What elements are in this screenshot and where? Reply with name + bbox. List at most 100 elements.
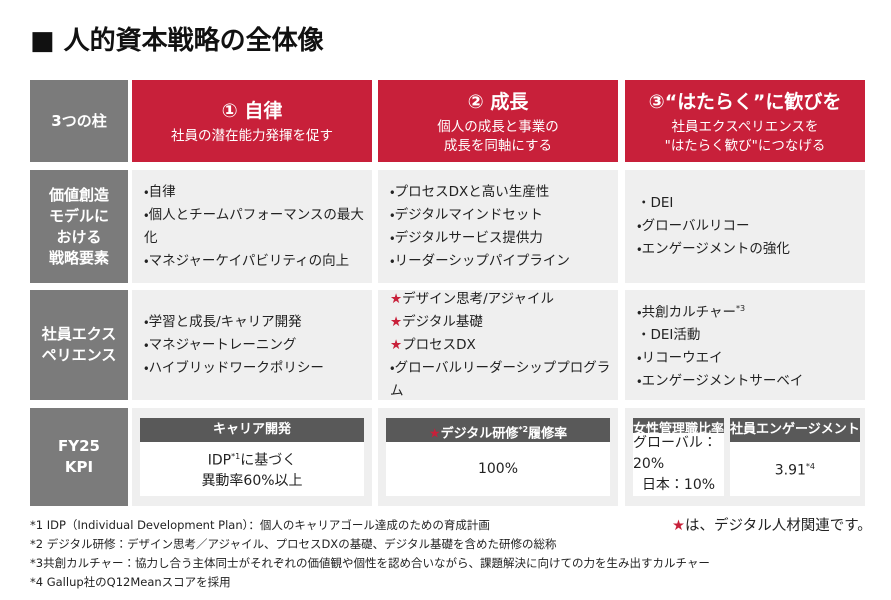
kpi-box: ★デジタル研修*2履修率 100% [386, 418, 610, 496]
text-text: は、デジタル人材関連です。 [685, 518, 872, 534]
text-mark: ・ [390, 206, 395, 223]
text-mark: ・ [390, 229, 395, 246]
text-text: デジタルサービス提供力 [394, 229, 543, 246]
text-sup: *2 [518, 425, 529, 434]
text-text: グローバルリーダーシッププログラム [390, 359, 611, 399]
row-label: 3つの柱 [30, 80, 128, 162]
kpi-box: キャリア開発 IDP*1に基づく 異動率60%以上 [140, 418, 364, 496]
label-line: おける [56, 227, 102, 246]
kpi-line: 100% [478, 459, 518, 480]
list-item: ・グローバルリーダーシッププログラム [390, 357, 618, 403]
text-sup: *1 [231, 451, 241, 461]
pillar-title: ① 自律 [221, 100, 283, 122]
kpi-line: IDP*1に基づく [208, 446, 296, 472]
pillar-title: ③“はたらく”に歓びを [648, 90, 842, 113]
list-item: ・自律 [144, 181, 372, 204]
text-text: プロセスDXと高い生産性 [394, 183, 550, 200]
list-item: ・エンゲージメントサーベイ [637, 370, 865, 393]
list-item: ★プロセスDX [390, 334, 618, 357]
row-label: FY25 KPI [30, 408, 128, 506]
kpi-body: 100% [386, 442, 610, 496]
desc-line: "はたらく歓び"につなげる [664, 137, 826, 154]
text-mark: ・ [637, 241, 642, 257]
text-mark: ・ [637, 195, 651, 211]
list-item: ・個人とチームパフォーマンスの最大化 [144, 204, 372, 250]
pillar-title: ② 成長 [467, 90, 529, 113]
text-text: デジタル基礎 [402, 313, 483, 330]
text-text: 日本：10% [641, 477, 716, 493]
text-text: ハイブリッドワークポリシー [148, 359, 324, 376]
kpi-header: 女性管理職比率 [633, 418, 725, 433]
experience-cell: ★デザイン思考/アジャイル ★デジタル基礎 ★プロセスDX ・グローバルリーダーシップ… [378, 290, 618, 400]
pillar-desc: 個人の成長と事業の 成長を同軸にする [437, 118, 559, 156]
label-line: KPI [64, 458, 94, 476]
legend: ★は、デジタル人材関連です。 [672, 514, 872, 535]
text-text: デジタルマインドセット [394, 206, 543, 223]
kpi-line: グローバル：20% [633, 433, 724, 475]
text-text: 学習と成長/キャリア開発 [148, 313, 302, 330]
text-mark: ・ [144, 183, 149, 200]
text-mark: ・ [144, 336, 149, 353]
kpi-header: ★デジタル研修*2履修率 [386, 418, 610, 442]
pillar-desc: 社員エクスペリエンスを "はたらく歓び"につなげる [665, 118, 826, 156]
list-item: ・リコーウエイ [637, 347, 865, 370]
experience-cell: ・学習と成長/キャリア開発 ・マネジャートレーニング ・ハイブリッドワークポリシー [132, 290, 372, 400]
text-text: 100% [477, 460, 519, 477]
text-text: 自律 [148, 183, 176, 200]
text-mark: ・ [144, 252, 149, 269]
kpi-line: 異動率60%以上 [201, 471, 302, 492]
text-sup: *3 [735, 303, 746, 313]
label-line: 戦略要素 [48, 248, 109, 267]
kpi-body: IDP*1に基づく 異動率60%以上 [140, 442, 364, 496]
text-mark: ・ [390, 359, 395, 376]
text-mark: ・ [637, 373, 642, 390]
list-item: ・ハイブリッドワークポリシー [144, 357, 372, 380]
label-line: モデルに [48, 206, 109, 225]
text-star: ★ [672, 518, 685, 534]
kpi-box: 女性管理職比率グローバル：20% 日本：10% [633, 418, 725, 496]
desc-line: 成長を同軸にする [443, 137, 553, 154]
list-item: ・DEI活動 [637, 324, 865, 347]
text-text: 社員エンゲージメント [730, 422, 860, 437]
list-item: ・グローバルリコー [637, 215, 865, 238]
kpi-line: 3.91*4 [775, 456, 815, 482]
label-line: ペリエンス [41, 346, 117, 364]
list-item: ・共創カルチャー*3 [637, 297, 865, 325]
text-text: プロセスDX [402, 336, 476, 353]
text-text: 個人とチームパフォーマンスの最大化 [144, 206, 364, 246]
text-star: ★ [390, 290, 403, 307]
pillar-header: ① 自律社員の潜在能力発揮を促す [132, 80, 372, 162]
desc-line: 個人の成長と事業の [437, 118, 559, 135]
text-mark: ・ [390, 183, 395, 200]
row-label: 価値創造 モデルに おける 戦略要素 [30, 170, 128, 283]
list-item: ・DEI [637, 192, 865, 215]
text-text: グローバル：20% [633, 435, 717, 472]
desc-line: 社員の潜在能力発揮を促す [171, 128, 333, 144]
text-mark: ・ [144, 359, 149, 376]
text-text: リコーウエイ [641, 350, 723, 367]
text-text: グローバルリコー [641, 218, 750, 234]
text-text: 共創カルチャー [641, 304, 736, 321]
text-mark: ・ [637, 304, 642, 321]
label-line: 3つの柱 [51, 111, 107, 130]
list-item: ・マネジャートレーニング [144, 334, 372, 357]
text-mark: ・ [637, 218, 642, 234]
text-mark: ・ [144, 206, 149, 223]
text-mark: ・ [144, 313, 149, 330]
kpi-header: キャリア開発 [140, 418, 364, 442]
list-item: ・学習と成長/キャリア開発 [144, 311, 372, 334]
footnote: *3共創カルチャー：協力し合う主体同士がそれぞれの価値観や個性を認め合いながら、… [30, 556, 710, 570]
strategy-cell: ・自律 ・個人とチームパフォーマンスの最大化 ・マネジャーケイパビリティの向上 [132, 170, 372, 283]
title: ■ 人的資本戦略の全体像 [30, 26, 324, 56]
text-text: キャリア開発 [212, 422, 291, 437]
text-text: 履修率 [528, 426, 568, 442]
list-item: ・マネジャーケイパビリティの向上 [144, 250, 372, 273]
strategy-cell: ・プロセスDXと高い生産性 ・デジタルマインドセット ・デジタルサービス提供力 ・リー… [378, 170, 618, 283]
kpi-body: 3.91*4 [730, 442, 860, 496]
kpi-cell: 女性管理職比率グローバル：20% 日本：10% 社員エンゲージメント 3.91*4 [625, 408, 865, 506]
text-text: DEI活動 [650, 327, 701, 344]
text-star: ★ [390, 313, 403, 330]
text-text: デジタル研修 [440, 426, 519, 442]
text-star: ★ [390, 336, 403, 353]
